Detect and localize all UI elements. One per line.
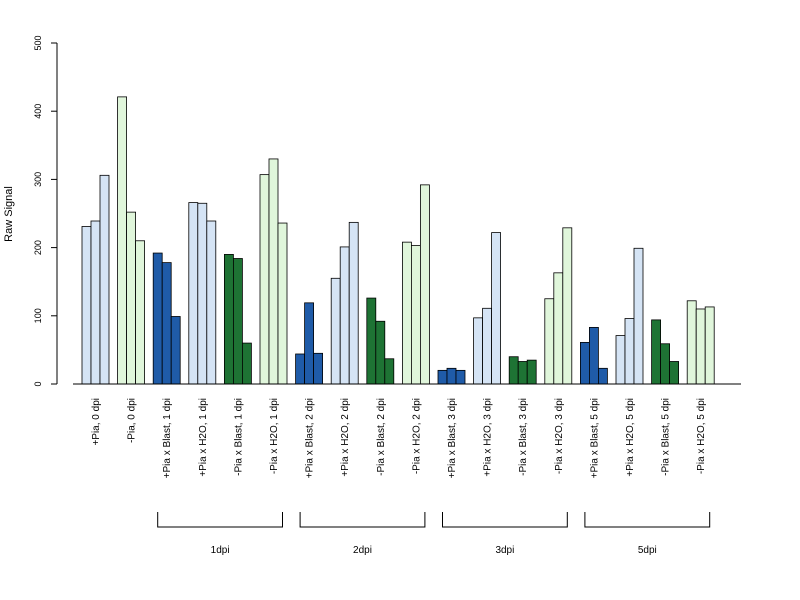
bar-12-0 xyxy=(508,356,519,385)
bar-2-1 xyxy=(161,262,172,385)
y-axis: 0 100 200 300 400 500 xyxy=(33,35,58,387)
bar-11-2 xyxy=(491,232,502,385)
bar-8-0 xyxy=(366,297,377,385)
bar-0-1 xyxy=(90,220,101,385)
bar-15-1 xyxy=(624,318,635,385)
group-bracket-1 xyxy=(299,512,426,528)
category-label-4: -Pia x Blast, 1 dpi xyxy=(233,398,244,476)
bar-14-0 xyxy=(580,341,590,385)
bar-3-2 xyxy=(206,220,217,385)
bar-13-2 xyxy=(562,227,573,385)
y-tick-label-2: 200 xyxy=(33,240,43,255)
group-bracket-2 xyxy=(442,512,568,528)
bar-4-1 xyxy=(232,258,243,385)
category-label-3: +Pia x H2O, 1 dpi xyxy=(198,398,209,477)
bar-3-0 xyxy=(188,202,199,385)
bar-3-1 xyxy=(197,202,208,385)
group-label-1: 2dpi xyxy=(353,545,372,556)
category-label-7: +Pia x H2O, 2 dpi xyxy=(340,398,351,477)
group-label-3: 5dpi xyxy=(638,545,657,556)
bar-9-0 xyxy=(401,241,412,385)
category-label-17: -Pia x H2O, 5 dpi xyxy=(696,398,707,474)
bar-8-1 xyxy=(375,320,386,385)
category-label-15: +Pia x H2O, 5 dpi xyxy=(625,398,636,477)
bar-1-0 xyxy=(117,96,127,385)
category-label-5: -Pia x H2O, 1 dpi xyxy=(269,398,280,474)
bar-8-2 xyxy=(384,358,395,385)
bar-6-1 xyxy=(304,302,315,385)
category-label-13: -Pia x H2O, 3 dpi xyxy=(554,398,565,474)
bar-15-0 xyxy=(615,335,626,385)
bar-10-0 xyxy=(437,369,448,385)
bar-16-2 xyxy=(669,361,679,385)
bar-0-2 xyxy=(99,174,110,385)
category-label-1: -Pia, 0 dpi xyxy=(127,398,138,443)
bars-layer xyxy=(81,96,715,385)
bar-17-1 xyxy=(695,308,706,385)
bar-11-1 xyxy=(482,307,493,385)
bar-17-0 xyxy=(686,300,697,385)
bar-7-2 xyxy=(348,221,359,385)
y-tick-label-5: 500 xyxy=(33,35,43,50)
category-label-11: +Pia x H2O, 3 dpi xyxy=(483,398,494,477)
category-label-6: +Pia x Blast, 2 dpi xyxy=(305,398,316,478)
bar-14-2 xyxy=(598,367,608,385)
bar-6-2 xyxy=(313,352,324,385)
category-label-12: -Pia x Blast, 3 dpi xyxy=(518,398,529,476)
bar-13-1 xyxy=(553,272,564,385)
bar-10-1 xyxy=(446,367,457,385)
y-tick-label-1: 100 xyxy=(33,308,43,323)
bar-1-1 xyxy=(126,211,136,385)
bar-9-2 xyxy=(419,184,430,385)
group-brackets: 1dpi 2dpi 3dpi 5dpi xyxy=(157,512,711,556)
bar-2-0 xyxy=(152,252,163,385)
y-tick-label-4: 400 xyxy=(33,104,43,119)
y-tick-label-3: 300 xyxy=(33,172,43,187)
category-label-10: +Pia x Blast, 3 dpi xyxy=(447,398,458,478)
group-label-2: 3dpi xyxy=(495,545,514,556)
category-label-14: +Pia x Blast, 5 dpi xyxy=(589,398,600,478)
bar-6-0 xyxy=(295,353,306,385)
bar-14-1 xyxy=(589,326,599,385)
bar-11-0 xyxy=(473,317,484,385)
bar-5-0 xyxy=(259,174,270,385)
category-label-9: -Pia x H2O, 2 dpi xyxy=(411,398,422,474)
group-bracket-3 xyxy=(584,512,711,528)
bar-10-2 xyxy=(455,369,466,385)
bar-9-1 xyxy=(410,245,421,385)
category-label-16: -Pia x Blast, 5 dpi xyxy=(661,398,672,476)
y-tick-label-0: 0 xyxy=(33,381,43,386)
bar-16-1 xyxy=(660,343,670,385)
group-bracket-0 xyxy=(157,512,283,528)
bar-15-2 xyxy=(633,247,644,385)
bar-12-1 xyxy=(517,361,528,385)
category-label-0: +Pia, 0 dpi xyxy=(91,398,102,446)
bar-16-0 xyxy=(651,319,661,385)
bar-7-1 xyxy=(339,246,350,385)
bar-4-2 xyxy=(241,342,252,385)
bar-1-2 xyxy=(135,240,146,385)
bar-4-0 xyxy=(223,254,234,385)
bar-7-0 xyxy=(330,277,341,385)
bar-0-0 xyxy=(81,226,92,385)
group-label-0: 1dpi xyxy=(211,545,230,556)
bar-2-2 xyxy=(170,316,181,385)
bar-5-1 xyxy=(268,158,279,385)
bar-5-2 xyxy=(277,222,288,385)
bar-17-2 xyxy=(704,306,715,385)
category-labels: +Pia, 0 dpi -Pia, 0 dpi +Pia x Blast, 1 dp… xyxy=(91,398,707,478)
bar-13-0 xyxy=(544,298,555,385)
bar-12-2 xyxy=(526,359,537,385)
category-label-2: +Pia x Blast, 1 dpi xyxy=(162,398,173,478)
category-label-8: -Pia x Blast, 2 dpi xyxy=(376,398,387,476)
y-axis-title: Raw Signal xyxy=(3,186,15,242)
